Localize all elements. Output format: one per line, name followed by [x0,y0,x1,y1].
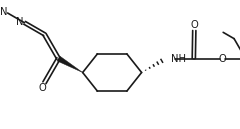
Text: O: O [38,83,46,93]
Text: NH: NH [171,54,186,64]
Polygon shape [57,56,83,72]
Text: N: N [16,17,24,27]
Text: O: O [218,54,226,63]
Text: N: N [0,7,7,17]
Text: O: O [190,20,198,30]
